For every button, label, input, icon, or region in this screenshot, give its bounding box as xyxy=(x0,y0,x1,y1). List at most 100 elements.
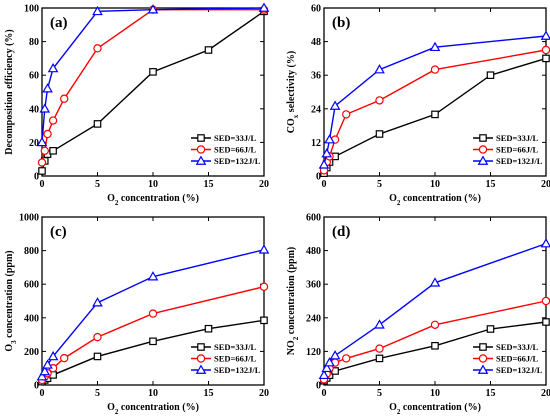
y-tick-label: 0 xyxy=(316,381,321,392)
y-tick-label: 600 xyxy=(306,213,321,224)
x-tick-label: 5 xyxy=(377,179,382,190)
y-tick-label: 200 xyxy=(24,347,39,358)
x-axis-title: O2 concentration (%) xyxy=(389,402,481,416)
data-point xyxy=(324,134,335,144)
y-tick-label: 0 xyxy=(34,172,39,183)
data-point xyxy=(542,54,550,63)
y-axis-title: O3 concentration (ppm) xyxy=(4,250,18,351)
y-tick-label: 120 xyxy=(306,347,321,358)
legend-entry: SED=66J/L xyxy=(214,354,256,364)
series-triangle xyxy=(36,244,270,381)
legend-entry: SED=66J/L xyxy=(214,145,256,155)
data-point xyxy=(541,45,550,55)
data-point xyxy=(147,4,159,14)
legend-marker xyxy=(477,155,489,165)
chart-panel-a: 0 5 10 15 20 0 20 40 60 80 100 O2 concentration (%)… xyxy=(4,2,270,207)
legend-entry: SED=132J/L xyxy=(496,365,543,375)
x-tick-label: 15 xyxy=(204,179,214,190)
data-point xyxy=(329,350,341,360)
y-tick-label: 800 xyxy=(24,246,39,257)
legend-marker xyxy=(195,155,207,165)
y-tick-label: 40 xyxy=(29,104,39,115)
data-point xyxy=(36,136,48,147)
y-tick-label: 0 xyxy=(316,172,321,183)
panel-label: (c) xyxy=(50,224,67,240)
x-tick-label: 5 xyxy=(95,388,100,399)
data-point xyxy=(342,110,351,119)
x-tick-label: 10 xyxy=(430,388,440,399)
x-tick-label: 15 xyxy=(486,179,496,190)
y-tick-label: 100 xyxy=(24,4,39,15)
x-tick-label: 20 xyxy=(541,179,550,190)
y-tick-label: 60 xyxy=(311,4,321,15)
data-point xyxy=(47,350,59,361)
data-point xyxy=(49,147,57,155)
data-point xyxy=(48,116,58,125)
legend-marker xyxy=(477,364,489,374)
data-point xyxy=(430,65,440,74)
legend-entry: SED=66J/L xyxy=(496,145,538,155)
data-point xyxy=(93,332,102,342)
legend-entry: SED=66J/L xyxy=(496,354,538,364)
data-point xyxy=(39,103,51,113)
data-point xyxy=(430,320,440,329)
panel-label: (d) xyxy=(332,224,350,240)
x-tick-label: 5 xyxy=(377,388,382,399)
legend-marker xyxy=(196,354,206,363)
y-tick-label: 480 xyxy=(306,246,321,257)
x-tick-label: 0 xyxy=(40,388,45,399)
y-tick-label: 20 xyxy=(29,138,39,149)
y-tick-label: 600 xyxy=(24,280,39,291)
data-point xyxy=(37,158,47,167)
data-point xyxy=(321,362,333,373)
data-point xyxy=(40,146,49,155)
y-tick-label: 400 xyxy=(24,313,39,324)
series-circle xyxy=(319,45,550,175)
y-tick-label: 360 xyxy=(306,280,321,291)
legend-entry: SED=33J/L xyxy=(496,133,538,143)
legend-marker xyxy=(195,364,207,374)
y-tick-label: 12 xyxy=(311,138,321,149)
x-axis-title: O2 concentration (%) xyxy=(389,193,481,207)
data-point xyxy=(204,324,213,333)
data-point xyxy=(375,96,384,105)
data-point xyxy=(42,83,53,93)
data-point xyxy=(38,167,46,175)
chart-panel-b: 0 5 10 15 20 0 12 24 36 48 60 O2 concentration (%) C… xyxy=(286,4,550,207)
y-tick-label: 80 xyxy=(29,37,39,48)
y-tick-label: 1000 xyxy=(19,213,39,224)
data-point xyxy=(375,354,384,363)
data-point xyxy=(43,129,52,139)
data-point xyxy=(486,325,495,333)
data-point xyxy=(36,371,48,381)
data-point xyxy=(342,354,351,363)
data-point xyxy=(540,238,550,248)
x-tick-label: 0 xyxy=(40,179,45,190)
series-triangle xyxy=(318,238,550,380)
data-point xyxy=(93,120,102,128)
data-point xyxy=(374,319,385,329)
data-point xyxy=(374,64,385,74)
x-tick-label: 5 xyxy=(95,179,100,190)
data-point xyxy=(318,369,330,380)
data-point xyxy=(431,110,439,119)
data-point xyxy=(42,359,53,369)
x-tick-label: 10 xyxy=(148,179,158,190)
data-point xyxy=(204,46,213,54)
data-point xyxy=(149,68,157,76)
legend-entry: SED=33J/L xyxy=(496,342,538,352)
series-circle xyxy=(37,282,269,385)
data-point xyxy=(92,5,103,16)
legend-marker xyxy=(479,134,487,142)
data-point xyxy=(375,130,384,138)
x-tick-label: 0 xyxy=(322,388,327,399)
legend-marker xyxy=(197,343,205,351)
data-point xyxy=(59,353,69,363)
legend-marker xyxy=(197,134,205,142)
